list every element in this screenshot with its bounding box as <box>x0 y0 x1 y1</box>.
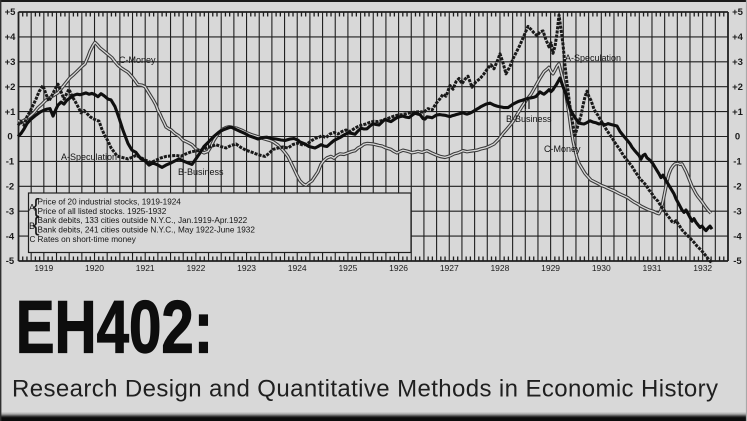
svg-text:1919: 1919 <box>34 263 53 273</box>
svg-text:+2: +2 <box>5 82 16 93</box>
svg-text:+5: +5 <box>5 7 17 18</box>
svg-text:C-Money: C-Money <box>544 144 581 154</box>
svg-text:+1: +1 <box>5 107 17 118</box>
svg-text:1932: 1932 <box>693 263 712 273</box>
svg-text:1925: 1925 <box>338 263 357 273</box>
svg-text:{: { <box>33 195 40 218</box>
svg-text:1927: 1927 <box>440 263 459 273</box>
svg-text:-2: -2 <box>733 182 741 193</box>
svg-text:+3: +3 <box>5 57 16 68</box>
svg-text:Bank debits, 241 cities outsid: Bank debits, 241 cities outside N.Y.C., … <box>38 226 256 235</box>
svg-text:C-Money: C-Money <box>119 55 156 65</box>
svg-text:1928: 1928 <box>490 263 509 273</box>
svg-text:1922: 1922 <box>186 263 205 273</box>
svg-text:Research Design and Quantitati: Research Design and Quantitative Methods… <box>12 376 718 403</box>
svg-text:1921: 1921 <box>136 263 155 273</box>
svg-text:Price of all listed stocks. 19: Price of all listed stocks. 1925-1932 <box>38 207 167 216</box>
svg-text:+3: +3 <box>732 57 743 68</box>
svg-text:-3: -3 <box>733 206 741 217</box>
svg-text:1929: 1929 <box>541 263 560 273</box>
svg-text:B-Business: B-Business <box>178 167 224 177</box>
svg-text:+2: +2 <box>732 82 743 93</box>
svg-text:-1: -1 <box>6 157 15 168</box>
svg-text:0: 0 <box>735 132 740 143</box>
svg-text:EH402:: EH402: <box>16 286 213 370</box>
svg-text:{: { <box>33 213 40 236</box>
svg-text:0: 0 <box>7 132 12 143</box>
svg-text:-5: -5 <box>6 256 15 267</box>
svg-text:1926: 1926 <box>389 263 408 273</box>
svg-text:-4: -4 <box>6 231 15 242</box>
svg-text:A-Speculation: A-Speculation <box>61 152 117 162</box>
svg-text:1924: 1924 <box>288 263 307 273</box>
svg-text:A-Speculation: A-Speculation <box>565 53 621 63</box>
svg-text:1923: 1923 <box>237 263 256 273</box>
svg-text:-1: -1 <box>733 157 742 168</box>
svg-text:Rates on short-time money: Rates on short-time money <box>38 235 137 244</box>
svg-text:-4: -4 <box>733 231 742 242</box>
svg-text:B-Business: B-Business <box>506 114 552 124</box>
svg-text:A: A <box>29 203 35 213</box>
svg-text:1920: 1920 <box>85 263 104 273</box>
svg-text:+5: +5 <box>732 7 744 18</box>
svg-text:Bank debits, 133 cities outsid: Bank debits, 133 cities outside N.Y.C., … <box>38 216 248 225</box>
svg-text:+4: +4 <box>5 32 17 43</box>
svg-text:Price of 20 industrial stocks,: Price of 20 industrial stocks, 1919-1924 <box>38 198 182 207</box>
svg-text:-3: -3 <box>6 206 14 217</box>
svg-text:-5: -5 <box>733 256 742 267</box>
svg-text:1931: 1931 <box>643 263 662 273</box>
svg-text:B: B <box>29 221 35 231</box>
svg-text:C: C <box>30 235 36 244</box>
svg-text:+1: +1 <box>732 107 744 118</box>
svg-text:+4: +4 <box>732 32 744 43</box>
svg-text:1930: 1930 <box>592 263 611 273</box>
svg-text:-2: -2 <box>6 182 14 193</box>
